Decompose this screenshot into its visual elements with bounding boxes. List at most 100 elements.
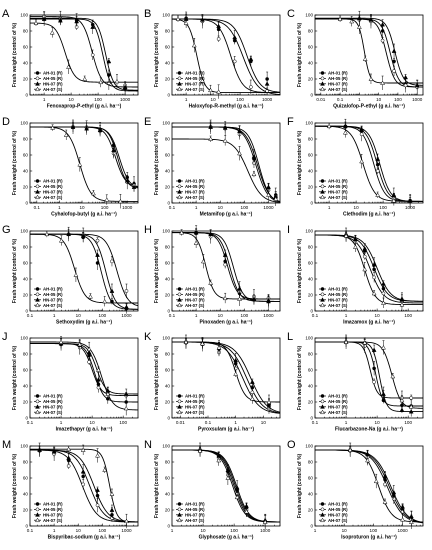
fit-curve <box>30 343 138 395</box>
legend-label: AH-07 (S) <box>328 410 348 415</box>
legend-marker <box>177 302 182 308</box>
x-tick-label: 10 <box>218 313 224 318</box>
panel-letter: G <box>2 224 11 236</box>
data-point <box>80 469 86 474</box>
x-tick-label: 100 <box>370 528 378 533</box>
data-point <box>234 494 240 500</box>
data-point <box>362 266 368 272</box>
y-tick-label: 80 <box>23 137 29 142</box>
data-point <box>105 391 111 396</box>
legend: AH-01 (R)AH-05 (R)HN-07 (R)AH-07 (S) <box>34 502 63 523</box>
x-axis-label: Isoproturon (g a.i. ha⁻¹) <box>341 535 397 541</box>
x-tick-label: 100 <box>394 97 402 102</box>
y-tick-label: 100 <box>20 336 28 341</box>
legend-label: AH-05 (R) <box>185 292 205 297</box>
data-point <box>249 396 255 401</box>
data-point <box>383 482 387 487</box>
y-tick-label: 40 <box>23 61 29 66</box>
y-axis-label: Fresh weight (control of %) <box>297 453 303 518</box>
data-point <box>33 20 39 25</box>
series-ah-07-s <box>171 15 280 99</box>
y-axis-label: Fresh weight (control of %) <box>154 345 160 410</box>
data-point <box>124 289 129 293</box>
legend-marker <box>177 189 182 194</box>
data-point <box>66 446 72 452</box>
legend-label: AH-07 (S) <box>43 410 63 415</box>
panel-letter: A <box>2 8 10 20</box>
y-tick-label: 40 <box>23 169 29 174</box>
y-tick-label: 20 <box>308 77 314 82</box>
x-tick-label: 1 <box>43 97 46 102</box>
y-tick-label: 20 <box>165 293 171 298</box>
data-point <box>90 24 96 29</box>
y-tick-label: 40 <box>23 492 29 497</box>
y-tick-label: 20 <box>165 185 171 190</box>
data-point <box>208 136 214 141</box>
legend-marker <box>35 517 40 523</box>
data-point <box>403 83 408 88</box>
panel-letter: D <box>2 116 10 128</box>
y-axis-label: Fresh weight (control of %) <box>154 22 160 87</box>
panel-letter: N <box>144 439 152 451</box>
legend: AH-01 (R)AH-05 (R)HN-07 (R)AH-07 (S) <box>319 71 348 92</box>
data-point <box>51 449 57 454</box>
data-point <box>237 150 242 156</box>
data-point <box>251 171 257 177</box>
data-point <box>359 132 364 137</box>
x-axis-label: Glyphosate (g a.i. ha⁻¹) <box>199 535 254 541</box>
data-point <box>131 184 137 189</box>
legend-marker <box>35 512 40 517</box>
plot-area <box>29 122 139 204</box>
y-axis-label: Fresh weight (control of %) <box>12 22 18 87</box>
x-tick-label: 1000 <box>412 97 423 102</box>
y-tick-label: 80 <box>308 352 314 357</box>
y-tick-label: 20 <box>308 293 314 298</box>
x-tick-label: 1 <box>58 205 61 210</box>
legend-label: HN-07 (R) <box>185 189 205 194</box>
data-point <box>102 467 108 472</box>
y-tick-label: 60 <box>308 368 314 373</box>
data-point <box>95 453 100 458</box>
legend-marker <box>177 179 182 183</box>
data-point <box>193 240 199 245</box>
x-tick-label: 100 <box>99 528 107 533</box>
x-tick-label: 100 <box>379 205 387 210</box>
legend-marker <box>35 86 40 92</box>
x-tick-label: 10 <box>218 205 224 210</box>
fit-curve <box>315 449 424 523</box>
series-ah-07-s <box>30 338 139 416</box>
y-tick-label: 80 <box>165 245 171 250</box>
x-tick-label: 0.1 <box>169 313 176 318</box>
legend-label: AH-05 (R) <box>185 184 205 189</box>
y-tick-label: 100 <box>305 229 313 234</box>
data-point <box>222 295 228 301</box>
x-tick-label: 1 <box>195 205 198 210</box>
y-axis-label: Fresh weight (control of %) <box>297 238 303 303</box>
x-axis-label: Clethodim (g a.i. ha⁻¹) <box>343 212 395 218</box>
data-point <box>266 298 271 304</box>
data-point <box>109 507 115 512</box>
x-tick-label: 100 <box>101 205 109 210</box>
series-ah-07-s <box>30 124 138 209</box>
data-point <box>114 78 120 84</box>
panel-g: G 0 20 40 60 80 100 0.1 1 10 100 1000 Sethoxydim (g … <box>2 224 139 326</box>
legend-marker <box>177 287 182 291</box>
x-tick-label: 100 <box>94 97 102 102</box>
data-point <box>37 447 43 452</box>
x-axis-label: Quizalofop-P-ethyl (g a.i. ha⁻¹) <box>333 104 405 110</box>
y-tick-label: 20 <box>23 400 29 405</box>
y-tick-label: 40 <box>165 492 171 497</box>
series-hn-07-r <box>30 442 139 523</box>
data-point <box>359 126 365 132</box>
legend-label: AH-01 (R) <box>185 179 205 184</box>
legend: AH-01 (R)AH-05 (R)HN-07 (R)AH-07 (S) <box>319 502 348 523</box>
y-tick-label: 100 <box>305 444 313 449</box>
y-tick-label: 60 <box>165 153 171 158</box>
data-point <box>381 345 386 350</box>
data-point <box>232 34 238 40</box>
legend-label: AH-07 (S) <box>43 87 63 92</box>
legend-label: AH-01 (R) <box>328 502 348 507</box>
plot-area <box>171 230 281 312</box>
legend-label: AH-07 (S) <box>328 518 348 523</box>
data-point <box>382 499 388 504</box>
